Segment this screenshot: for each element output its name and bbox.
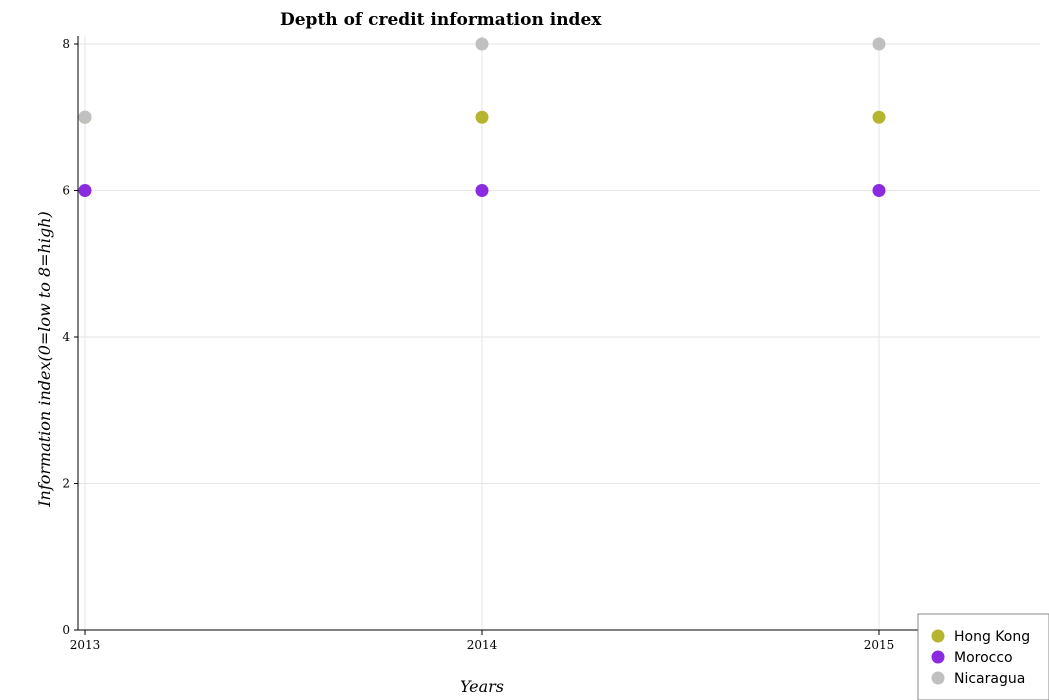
legend: Hong Kong Morocco Nicaragua: [917, 613, 1049, 700]
data-point-hong-kong: [475, 110, 489, 124]
y-tick-label: 6: [62, 184, 70, 198]
y-tick-label: 0: [62, 623, 70, 637]
data-point-nicaragua: [78, 110, 92, 124]
legend-marker: [931, 629, 945, 643]
legend-label: Hong Kong: [954, 629, 1030, 645]
y-tick-label: 2: [62, 477, 70, 491]
y-tick-label: 8: [62, 37, 70, 51]
legend-label: Nicaragua: [954, 671, 1025, 687]
data-points: [78, 37, 886, 197]
chart-title: Depth of credit information index: [280, 10, 602, 30]
legend-label: Morocco: [954, 650, 1013, 666]
data-point-morocco: [78, 184, 92, 197]
axes: [74, 36, 1040, 635]
x-tick-label: 2014: [467, 638, 498, 652]
x-axis-label: Years: [460, 677, 504, 696]
data-point-morocco: [475, 184, 489, 197]
data-point-morocco: [872, 184, 886, 197]
data-point-nicaragua: [872, 37, 886, 51]
y-axis-label: Information index(0=low to 8=high): [35, 211, 54, 508]
legend-marker: [931, 671, 945, 685]
legend-marker: [931, 650, 945, 664]
grid: [78, 36, 1040, 631]
data-point-nicaragua: [475, 37, 489, 51]
data-point-hong-kong: [872, 110, 886, 124]
y-tick-label: 4: [62, 330, 70, 344]
x-tick-label: 2013: [70, 638, 101, 652]
x-tick-label: 2015: [864, 638, 895, 652]
tick-labels: 0 2 4 6 8 2013 2014 2015: [62, 37, 894, 652]
